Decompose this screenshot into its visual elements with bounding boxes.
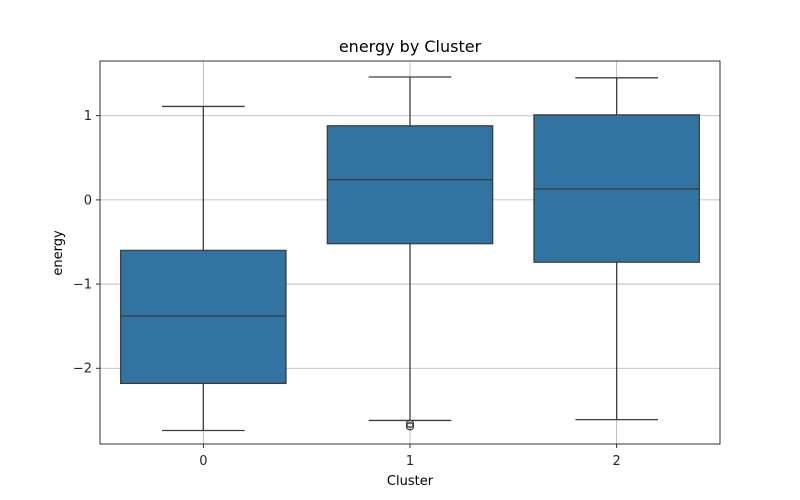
y-tick-label: 0	[84, 193, 92, 208]
chart-title: energy by Cluster	[339, 37, 482, 56]
box-cluster-2	[533, 77, 700, 421]
y-axis-ticks: 1 0 −1 −2	[73, 109, 100, 377]
x-tick-label: 1	[406, 454, 414, 469]
x-axis-ticks: 0 1 2	[199, 444, 621, 469]
x-axis-label: Cluster	[387, 474, 434, 489]
iqr-box	[326, 125, 494, 245]
x-tick-label: 2	[613, 454, 621, 469]
box-cluster-0	[120, 105, 287, 432]
outlier-point	[405, 419, 415, 428]
outlier-point	[405, 422, 415, 431]
y-axis-label: energy	[51, 230, 66, 276]
boxes-layer	[120, 76, 700, 432]
y-tick-label: −1	[73, 278, 92, 293]
y-tick-label: 1	[84, 109, 92, 124]
iqr-box	[120, 249, 287, 385]
box-cluster-1	[326, 76, 494, 431]
y-tick-label: −2	[73, 362, 92, 377]
x-tick-label: 0	[199, 454, 207, 469]
